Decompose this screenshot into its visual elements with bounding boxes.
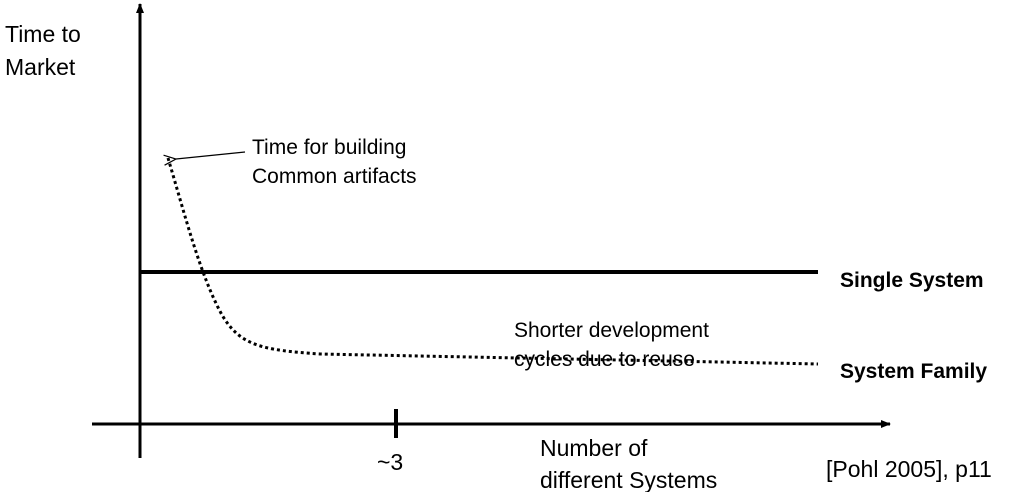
- y-axis-label-line2: Market: [5, 54, 76, 80]
- annotation-arrow: [176, 151, 246, 159]
- y-axis-label-line1: Time to: [5, 21, 81, 47]
- system-family-label: System Family: [840, 360, 987, 383]
- x-tick-label: ~3: [377, 449, 403, 475]
- annotation-bottom-line2: cycles due to reuse: [514, 348, 695, 371]
- x-axis-label-line1: Number of: [540, 435, 648, 461]
- single-system-label: Single System: [840, 269, 984, 292]
- annotation-top-line2: Common artifacts: [252, 165, 417, 188]
- annotation-bottom-line1: Shorter development: [514, 319, 709, 342]
- annotation-top-line1: Time for building: [252, 136, 406, 159]
- system-family-curve: [166, 157, 819, 366]
- citation: [Pohl 2005], p11: [826, 456, 992, 482]
- x-axis-label-line2: different Systems: [540, 467, 717, 492]
